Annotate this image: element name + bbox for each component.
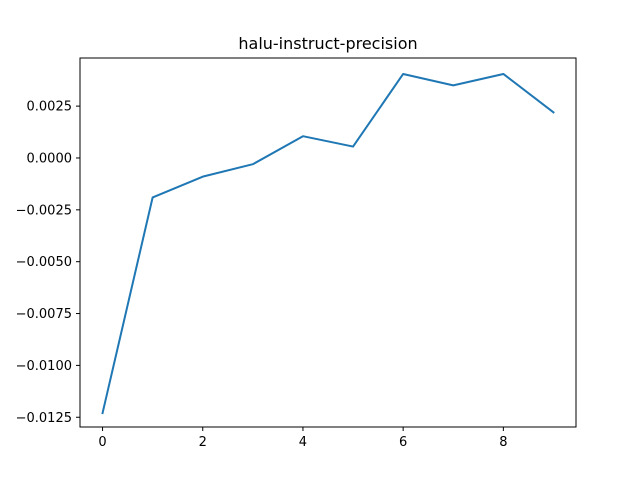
plot-area: 0 2 4 6 8 −0.0125 −0.0100 −0.0075 −0.0050 −0.0025…	[16, 57, 577, 450]
axes-frame	[79, 57, 577, 428]
chart-title: halu-instruct-precision	[238, 34, 417, 53]
x-tick-label-4: 8	[499, 435, 507, 450]
y-tick-label-2: −0.0075	[16, 307, 72, 322]
x-tick-label-3: 6	[399, 435, 407, 450]
y-tick-label-4: −0.0025	[16, 203, 72, 218]
y-tick-label-0: −0.0125	[16, 411, 72, 426]
x-tick-label-2: 4	[299, 435, 307, 450]
y-tick-label-5: 0.0000	[27, 151, 73, 166]
y-tick-label-3: −0.0050	[16, 255, 72, 270]
x-tick-label-0: 0	[98, 435, 106, 450]
series-line-0	[101, 72, 555, 415]
y-tick-label-6: 0.0025	[27, 100, 73, 115]
x-tick-label-1: 2	[199, 435, 207, 450]
y-tick-label-1: −0.0100	[16, 359, 72, 374]
